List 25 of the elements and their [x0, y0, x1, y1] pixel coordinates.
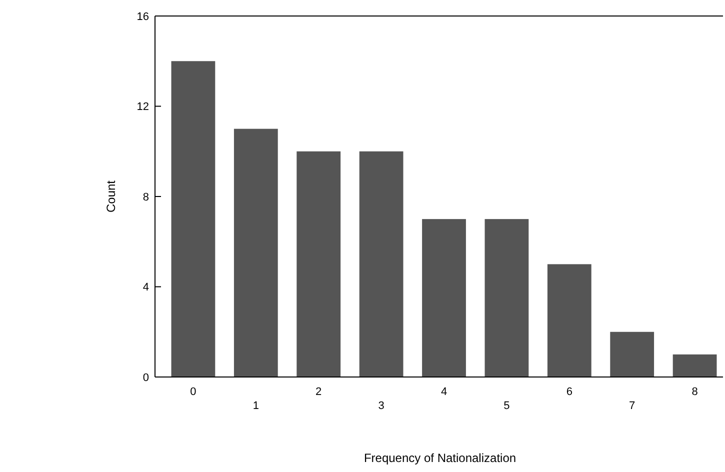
bar	[484, 219, 529, 377]
y-axis-title: Count	[104, 180, 118, 213]
bar	[610, 332, 654, 377]
bar	[422, 219, 466, 377]
y-tick-label: 16	[136, 10, 149, 23]
y-tick-label: 8	[142, 191, 149, 204]
x-tick-label: 1	[252, 400, 259, 412]
bar	[171, 61, 216, 377]
y-tick-label: 0	[142, 372, 149, 384]
x-tick-label: 2	[316, 386, 322, 398]
x-tick-label: 4	[440, 386, 448, 398]
x-axis-title: Frequency of Nationalization	[364, 451, 516, 465]
x-tick-label: 0	[190, 386, 196, 398]
bar	[547, 264, 592, 377]
x-tick-label: 5	[504, 400, 510, 412]
x-tick-label: 7	[629, 400, 636, 412]
x-tick-label: 6	[566, 386, 572, 398]
y-tick-label: 12	[136, 101, 149, 114]
bar	[672, 354, 717, 377]
bar	[296, 151, 341, 377]
x-tick-label: 8	[692, 386, 698, 398]
x-tick-label: 3	[378, 400, 384, 412]
bar	[359, 151, 404, 377]
y-tick-label: 4	[142, 282, 149, 294]
bar	[234, 128, 278, 377]
